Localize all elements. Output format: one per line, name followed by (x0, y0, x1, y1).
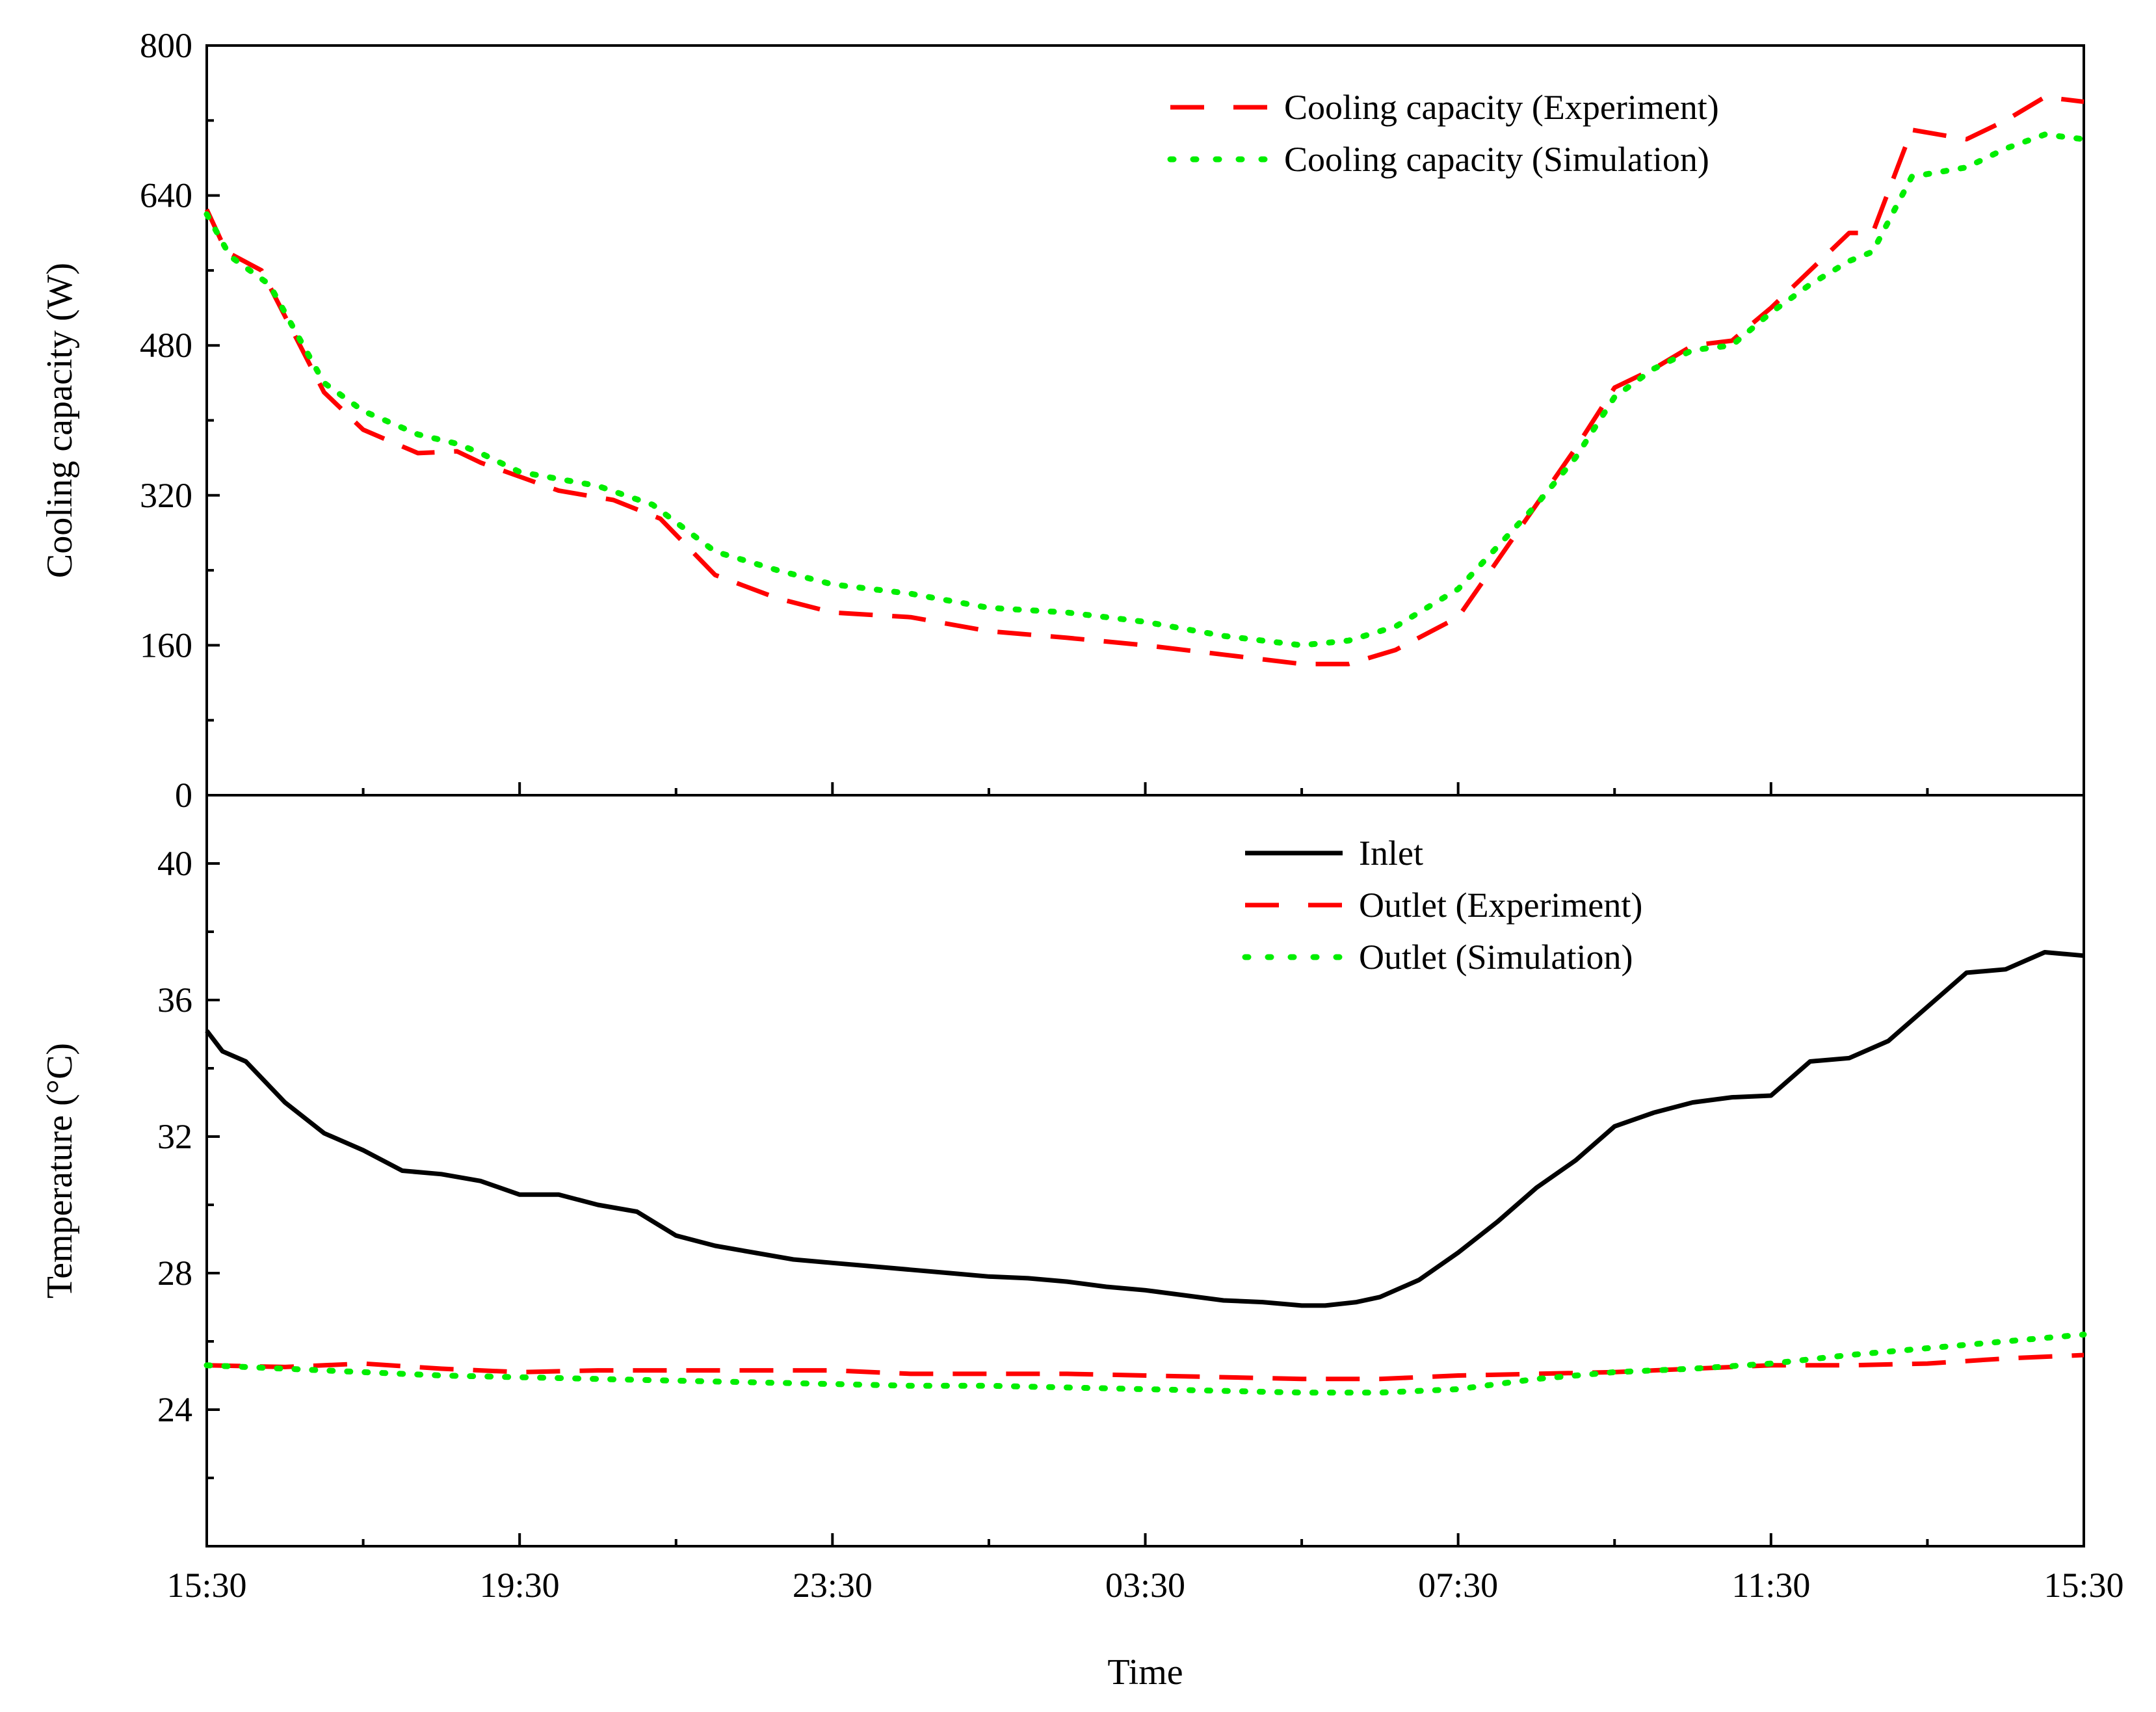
x-tick-label: 03:30 (1105, 1566, 1185, 1605)
top-x-ticks (362, 782, 1929, 795)
top-series-cooling-capacity-experiment (204, 94, 2084, 666)
top-y-tick-label: 320 (140, 476, 192, 515)
x-tick-label: 15:30 (166, 1566, 246, 1605)
top-y-tick-label: 800 (140, 26, 192, 65)
top-y-tick-label: 160 (140, 626, 192, 665)
x-tick-label: 15:30 (2044, 1566, 2123, 1605)
top-legend-label: Cooling capacity (Simulation) (1284, 140, 1709, 179)
top-y-axis: 0 160 320 480 640 800 (140, 26, 220, 815)
bottom-y-tick-label: 36 (157, 981, 192, 1020)
bottom-panel-frame (205, 794, 2085, 1547)
bottom-series-outlet-experiment (206, 1352, 2084, 1382)
bottom-legend: Inlet Outlet (Experiment) Outlet (Simulati… (1242, 834, 1642, 977)
top-y-axis-label: Cooling capacity (W) (40, 263, 80, 578)
x-tick-label: 11:30 (1731, 1566, 1810, 1605)
bottom-x-axis: 15:30 19:30 23:30 03:30 07:30 11:30 15:30 (166, 1533, 2124, 1605)
x-axis-label: Time (1107, 1652, 1183, 1692)
top-series-group (204, 94, 2087, 666)
top-legend: Cooling capacity (Experiment) Cooling cap… (1167, 88, 1719, 179)
top-y-tick-label: 480 (140, 326, 192, 365)
temperature-panel: 24 28 32 36 40 15:30 19:30 23:30 03:30 07:30 11:3… (40, 794, 2124, 1692)
x-tick-label: 19:30 (480, 1566, 560, 1605)
top-y-tick-label: 640 (140, 176, 192, 215)
x-tick-label: 23:30 (793, 1566, 873, 1605)
bottom-y-tick-label: 24 (157, 1390, 192, 1429)
bottom-legend-label: Outlet (Experiment) (1359, 886, 1642, 925)
cooling-capacity-panel: 0 160 320 480 640 800 Cooling capacity (W) Co… (40, 26, 2087, 815)
bottom-legend-label: Inlet (1359, 834, 1423, 873)
bottom-y-tick-label: 32 (157, 1117, 192, 1156)
top-series-cooling-capacity-simulation (204, 131, 2087, 648)
bottom-y-tick-label: 28 (157, 1254, 192, 1293)
bottom-y-axis: 24 28 32 36 40 (157, 844, 220, 1479)
bottom-legend-label: Outlet (Simulation) (1359, 938, 1633, 977)
bottom-series-group (204, 950, 2087, 1396)
top-y-tick-label: 0 (175, 776, 192, 815)
bottom-y-tick-label: 40 (157, 844, 192, 883)
top-legend-label: Cooling capacity (Experiment) (1284, 88, 1719, 127)
bottom-series-inlet (205, 950, 2084, 1308)
bottom-series-outlet-simulation (204, 1332, 2087, 1396)
bottom-y-axis-label: Temperature (°C) (40, 1043, 80, 1298)
top-panel-frame (205, 44, 2085, 797)
x-tick-label: 07:30 (1418, 1566, 1498, 1605)
